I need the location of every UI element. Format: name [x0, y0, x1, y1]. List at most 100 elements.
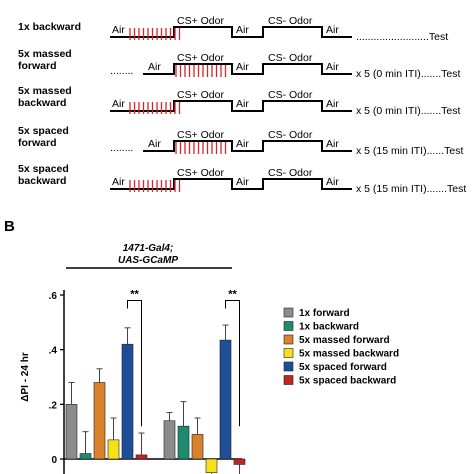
row-label: 5x spaced [18, 163, 69, 175]
air-label: Air [112, 176, 125, 188]
protocol-row-1: 1x backward Air CS+ Odor Air CS- Odor Air....… [18, 15, 448, 43]
bar [79, 453, 92, 460]
air-label: Air [112, 98, 125, 110]
cs-plus-label: CS+ Odor [177, 89, 224, 101]
air-label: Air [326, 61, 339, 73]
bar [163, 420, 176, 460]
cs-minus-label: CS- Odor [268, 52, 313, 64]
repetition-suffix: x 5 (15 min ITI).......Test [356, 183, 466, 195]
legend-swatch [283, 375, 294, 385]
cs-minus-label: CS- Odor [268, 167, 313, 179]
legend-swatch [283, 321, 294, 331]
legend-swatch [283, 361, 294, 372]
significance-label: ** [130, 288, 139, 300]
protocol-diagram: 1x backward Air CS+ Odor Air CS- Odor Air....… [18, 15, 466, 195]
legend-swatch [283, 348, 294, 358]
cs-minus-label: CS- Odor [268, 15, 313, 27]
legend-swatch [283, 307, 294, 318]
air-label: Air [148, 138, 161, 150]
bar [191, 434, 204, 460]
air-label: Air [236, 61, 249, 73]
bar [205, 458, 218, 473]
repetition-suffix: x 5 (0 min ITI).......Test [356, 68, 461, 80]
odor-trace [110, 26, 352, 38]
air-label: Air [236, 176, 249, 188]
significance-bracket: ** [127, 288, 142, 427]
cs-plus-label: CS+ Odor [177, 129, 224, 141]
air-label: Air [326, 138, 339, 150]
bar [93, 382, 106, 460]
row-label: 5x massed [18, 85, 72, 97]
cs-minus-label: CS- Odor [268, 89, 313, 101]
shock-pulses [175, 142, 227, 154]
air-label: Air [326, 98, 339, 110]
cs-plus-label: CS+ Odor [177, 52, 224, 64]
shock-pulses [129, 180, 181, 192]
bar [219, 339, 232, 460]
shock-pulses [175, 65, 227, 77]
legend-swatch [283, 334, 294, 345]
cs-minus-label: CS- Odor [268, 129, 313, 141]
legend-label: 5x spaced backward [299, 376, 396, 387]
genotype-line-2: UAS-GCaMP [118, 255, 178, 266]
shock-pulses [129, 28, 181, 40]
legend-label: 5x massed forward [299, 335, 390, 346]
odor-trace [110, 178, 352, 190]
row-label: 1x backward [18, 21, 81, 33]
legend-item: 1x backward [283, 321, 359, 333]
bracket-line [127, 299, 142, 427]
row-label: 5x spaced [18, 125, 69, 137]
legend-item: 1x forward [283, 307, 350, 319]
bar [107, 439, 120, 460]
legend-label: 1x backward [299, 322, 359, 333]
legend-item: 5x massed forward [283, 334, 390, 346]
genotype-line-1: 1471-Gal4; [123, 243, 174, 254]
legend-label: 5x spaced forward [299, 362, 387, 373]
row-label: backward [18, 175, 66, 187]
y-tick-label: .6 [49, 291, 58, 302]
air-label: Air [326, 24, 339, 36]
y-tick-label: .4 [49, 346, 58, 357]
legend-item: 5x spaced forward [283, 361, 387, 373]
leading-dots: ........ [110, 65, 133, 77]
repetition-suffix: x 5 (15 min ITI)......Test [356, 145, 463, 157]
significance-label: ** [228, 288, 237, 300]
air-label: Air [236, 24, 249, 36]
air-label: Air [148, 61, 161, 73]
odor-trace [143, 63, 352, 75]
legend-item: 5x spaced backward [283, 375, 396, 387]
bracket-line [225, 299, 240, 427]
odor-trace [110, 100, 352, 112]
panel-letter-b: B [4, 218, 15, 235]
bar [177, 425, 190, 460]
cs-plus-label: CS+ Odor [177, 167, 224, 179]
repetition-suffix: x 5 (0 min ITI).......Test [356, 105, 461, 117]
shock-pulses [129, 102, 181, 114]
bar [135, 454, 148, 460]
air-label: Air [236, 138, 249, 150]
row-label: forward [18, 137, 57, 149]
air-label: Air [236, 98, 249, 110]
bar [233, 458, 246, 465]
legend-label: 5x massed backward [299, 349, 399, 360]
y-axis-label: ΔPI - 24 hr [20, 352, 31, 402]
bar [65, 404, 78, 460]
row-label: forward [18, 60, 57, 72]
legend-item: 5x massed backward [283, 348, 399, 360]
row-label: 5x massed [18, 48, 72, 60]
cs-plus-label: CS+ Odor [177, 15, 224, 27]
repetition-suffix: .........................Test [356, 31, 448, 43]
bar [121, 343, 134, 460]
y-tick-label: .2 [49, 400, 58, 411]
y-tick-label: 0 [51, 455, 57, 466]
air-label: Air [112, 24, 125, 36]
legend-label: 1x forward [299, 308, 350, 319]
row-label: backward [18, 97, 66, 109]
air-label: Air [326, 176, 339, 188]
significance-bracket: ** [225, 288, 240, 427]
